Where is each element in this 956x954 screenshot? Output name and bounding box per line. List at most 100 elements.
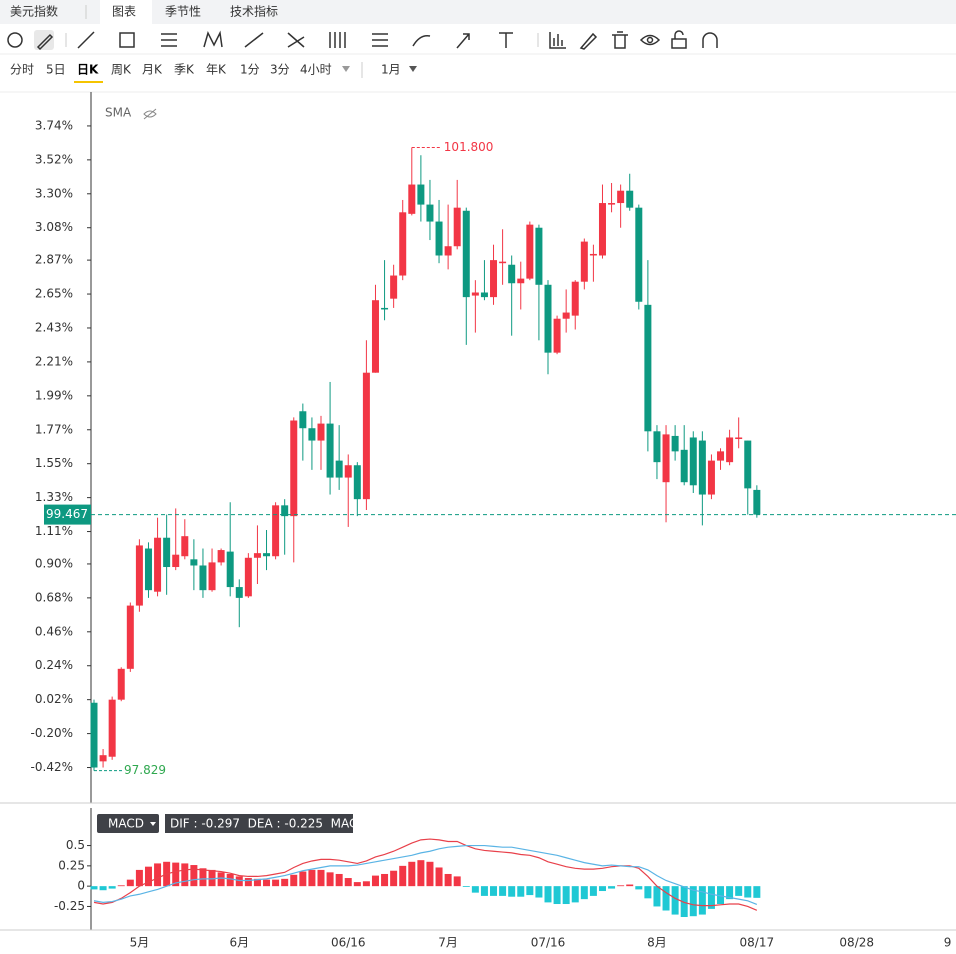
candle-body bbox=[662, 434, 670, 483]
dropdown-arrow[interactable] bbox=[150, 822, 156, 826]
timeframe[interactable]: 月K bbox=[142, 63, 163, 77]
candle-body bbox=[317, 423, 325, 441]
tool-icon[interactable] bbox=[372, 33, 388, 47]
timeframe[interactable]: 5日 bbox=[46, 63, 66, 77]
tool-icon[interactable] bbox=[612, 31, 628, 49]
tool-icon[interactable] bbox=[203, 30, 223, 48]
candle-body bbox=[208, 562, 216, 591]
histogram-bar bbox=[653, 886, 661, 907]
tab[interactable]: 季节性 bbox=[165, 5, 201, 19]
dropdown-arrow[interactable] bbox=[409, 66, 417, 72]
candle-body bbox=[117, 668, 125, 700]
histogram-bar bbox=[744, 886, 752, 898]
candle-body bbox=[571, 281, 579, 316]
histogram-bar bbox=[453, 876, 461, 887]
tool-icon[interactable] bbox=[671, 38, 687, 49]
candle-body bbox=[435, 221, 443, 256]
x-tick-label: 08/28 bbox=[839, 936, 874, 950]
y-tick-label: 1.99% bbox=[35, 388, 73, 402]
tool-icon bbox=[674, 30, 684, 39]
histogram-bar bbox=[544, 886, 552, 903]
legend-box bbox=[165, 814, 353, 833]
last-price-box bbox=[44, 504, 91, 525]
histogram-bar bbox=[317, 869, 325, 887]
candle-body bbox=[544, 284, 552, 353]
candle-body bbox=[144, 548, 152, 591]
tool-icon[interactable] bbox=[702, 32, 718, 48]
dropdown-arrow[interactable] bbox=[342, 66, 350, 72]
candle-body bbox=[471, 292, 479, 296]
tool-icon[interactable] bbox=[579, 32, 598, 50]
tool-icon[interactable] bbox=[119, 32, 135, 48]
histogram-bar bbox=[571, 886, 579, 903]
histogram-bar bbox=[390, 870, 398, 887]
tool-icon[interactable] bbox=[499, 32, 513, 48]
indicator-line bbox=[93, 838, 758, 911]
tool-icon[interactable] bbox=[639, 34, 661, 46]
timeframe-active[interactable]: 日K bbox=[77, 63, 99, 77]
tool-icon[interactable] bbox=[77, 31, 95, 49]
histogram-bar bbox=[244, 878, 252, 887]
timeframe[interactable]: 4小时 bbox=[300, 63, 332, 77]
timeframe[interactable]: 周K bbox=[111, 63, 132, 77]
y-tick-label: 1.55% bbox=[35, 456, 73, 470]
histogram-bar bbox=[399, 865, 407, 887]
candle-body bbox=[235, 587, 243, 598]
x-tick-label: 08/17 bbox=[740, 936, 775, 950]
candle-body bbox=[399, 212, 407, 276]
y-tick-label: 2.43% bbox=[35, 320, 73, 334]
histogram-bar bbox=[263, 879, 271, 887]
histogram-bar bbox=[608, 886, 616, 889]
y-tick-label: 1.77% bbox=[35, 422, 73, 436]
histogram-bar bbox=[526, 886, 534, 896]
timeframe[interactable]: 年K bbox=[206, 63, 227, 77]
tool-icon[interactable] bbox=[412, 34, 431, 47]
y-tick-label: 0.46% bbox=[35, 624, 73, 638]
candle-body bbox=[453, 207, 461, 247]
tool-icon[interactable] bbox=[549, 32, 566, 49]
x-tick-label: 6月 bbox=[229, 936, 249, 950]
indicator-button[interactable] bbox=[97, 814, 159, 833]
period[interactable]: 1月 bbox=[381, 63, 401, 77]
timeframe[interactable]: 分时 bbox=[10, 63, 34, 77]
candle-body bbox=[417, 184, 425, 205]
candle-body bbox=[726, 437, 734, 463]
candle-body bbox=[199, 565, 207, 591]
candle-body bbox=[462, 210, 470, 298]
tab[interactable]: 图表 bbox=[112, 5, 136, 19]
histogram-bar bbox=[707, 886, 715, 909]
y-tick-label: 0.90% bbox=[35, 556, 73, 570]
tool-icon[interactable] bbox=[287, 32, 305, 48]
indicator-label: SMA bbox=[105, 106, 132, 120]
x-tick-label: 8月 bbox=[647, 936, 667, 950]
histogram-bar bbox=[580, 886, 588, 900]
tool-icon[interactable] bbox=[244, 32, 264, 48]
timeframe[interactable]: 1分 bbox=[240, 63, 260, 77]
timeframe[interactable]: 季K bbox=[174, 63, 195, 77]
tool-icon[interactable] bbox=[456, 33, 470, 49]
hide-icon[interactable] bbox=[143, 108, 157, 120]
candle-body bbox=[253, 553, 261, 558]
candle-body bbox=[308, 428, 316, 441]
candle-body bbox=[698, 440, 706, 495]
timeframe[interactable]: 3分 bbox=[270, 63, 290, 77]
tab[interactable]: 技术指标 bbox=[230, 4, 278, 19]
y-tick-label: 3.30% bbox=[35, 186, 73, 200]
histogram-bar bbox=[353, 882, 361, 887]
tool-icon[interactable] bbox=[7, 32, 23, 48]
tool-icon[interactable] bbox=[329, 32, 346, 48]
y-tick-label: 2.65% bbox=[35, 287, 73, 301]
x-tick-label: 7月 bbox=[438, 936, 458, 950]
histogram-bar bbox=[235, 876, 243, 887]
tool-icon[interactable] bbox=[36, 33, 54, 51]
candle-body bbox=[290, 420, 298, 517]
tool-icon[interactable] bbox=[161, 33, 177, 47]
y-tick-label: 3.52% bbox=[35, 152, 73, 166]
toolbar bbox=[7, 30, 718, 51]
candle-body bbox=[535, 227, 543, 285]
candle-body bbox=[490, 260, 498, 298]
histogram-bar bbox=[272, 879, 280, 887]
tab-bar bbox=[0, 0, 956, 24]
histogram-bar bbox=[226, 873, 234, 887]
